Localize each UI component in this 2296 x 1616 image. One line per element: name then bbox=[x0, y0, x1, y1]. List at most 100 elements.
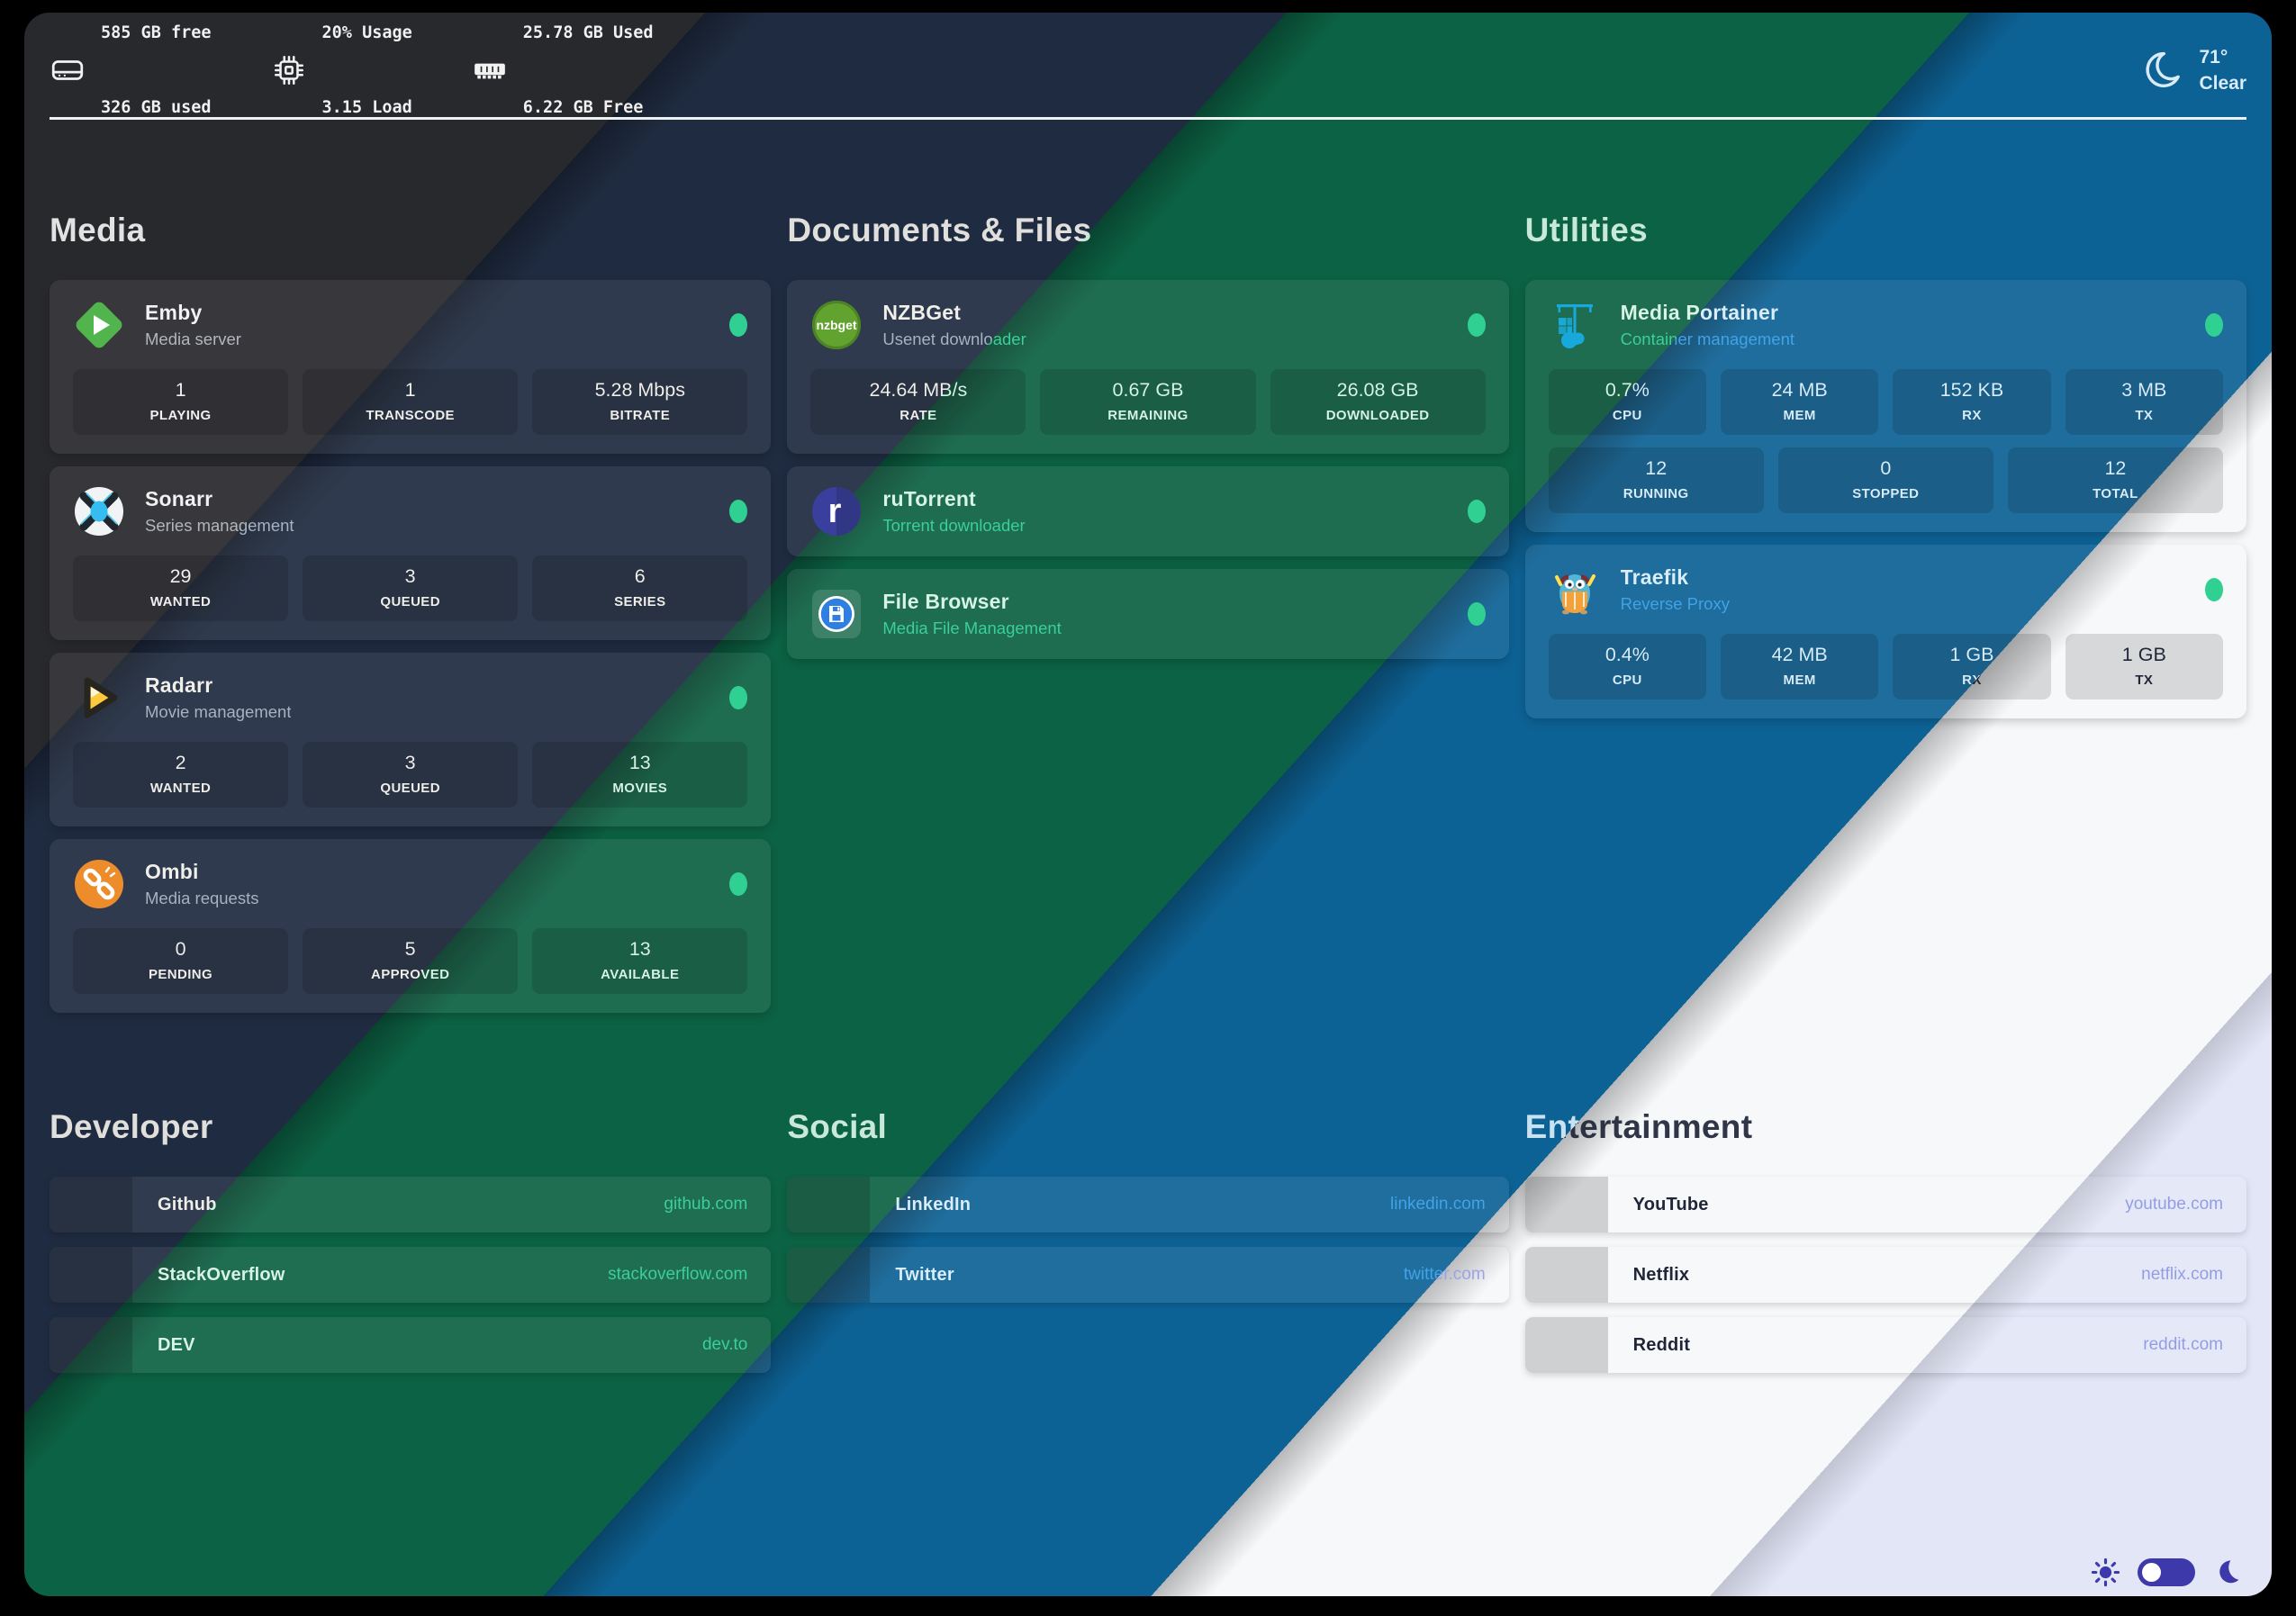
app-card-portainer[interactable]: Media Portainer Container management 0.7… bbox=[1524, 280, 2246, 532]
theme-toggle-switch[interactable] bbox=[2138, 1558, 2195, 1586]
stat-box: 29 WANTED bbox=[73, 555, 289, 621]
stat-value: 3 bbox=[303, 752, 518, 774]
app-subtitle: Torrent downloader bbox=[882, 516, 1026, 535]
stat-value: 42 MB bbox=[1721, 644, 1878, 666]
bookmark-tag: DT bbox=[50, 1317, 132, 1373]
stat-label: APPROVED bbox=[303, 967, 518, 982]
section-title-media: Media bbox=[50, 212, 771, 249]
bookmark-tag: RE bbox=[1524, 1317, 1608, 1373]
stat-label: CPU bbox=[1549, 408, 1706, 423]
bookmark-url: github.com bbox=[664, 1177, 771, 1232]
bookmark-name: DEV bbox=[132, 1317, 195, 1373]
stat-value: 13 bbox=[532, 752, 747, 774]
stat-value: 1 bbox=[73, 379, 288, 402]
bookmark-linkedin[interactable]: LI LinkedIn linkedin.com bbox=[787, 1177, 1509, 1232]
bookmark-github[interactable]: GH Github github.com bbox=[50, 1177, 772, 1232]
disk-free: 585 GB free bbox=[101, 23, 212, 42]
sonarr-icon bbox=[73, 485, 125, 537]
moon-icon bbox=[2138, 47, 2184, 94]
bookmark-dev[interactable]: DT DEV dev.to bbox=[50, 1317, 772, 1373]
bookmark-tag: LI bbox=[787, 1177, 871, 1232]
dashboard: 585 GB free 326 GB used 20% Usag bbox=[24, 13, 2272, 1596]
app-card-traefik[interactable]: Traefik Reverse Proxy 0.4% CPU 42 MB MEM bbox=[1524, 545, 2246, 718]
stat-value: 12 bbox=[1549, 457, 1764, 480]
radarr-icon bbox=[73, 672, 125, 724]
app-name: Media Portainer bbox=[1621, 301, 1794, 325]
stat-label: DOWNLOADED bbox=[1270, 408, 1486, 423]
stat-box: 0.7% CPU bbox=[1548, 369, 1706, 435]
stat-value: 13 bbox=[532, 938, 747, 961]
stat-value: 24 MB bbox=[1721, 379, 1878, 402]
section-title-utilities: Utilities bbox=[1525, 212, 2246, 249]
app-name: NZBGet bbox=[882, 301, 1026, 325]
section-developer: Developer GH Github github.com SO StackO… bbox=[50, 1108, 772, 1387]
stat-label: RUNNING bbox=[1549, 486, 1764, 501]
bookmark-netflix[interactable]: NF Netflix netflix.com bbox=[1524, 1247, 2246, 1303]
stat-box: 1 TRANSCODE bbox=[303, 369, 519, 435]
stat-box: 5.28 Mbps BITRATE bbox=[532, 369, 748, 435]
app-subtitle: Movie management bbox=[145, 702, 292, 721]
weather-widget[interactable]: 71° Clear bbox=[2138, 44, 2246, 97]
bookmark-reddit[interactable]: RE Reddit reddit.com bbox=[1524, 1317, 2246, 1373]
status-dot bbox=[2204, 313, 2223, 337]
section-social: Social LI LinkedIn linkedin.com TW Twitt… bbox=[787, 1108, 1509, 1387]
bookmark-tag: GH bbox=[50, 1177, 132, 1232]
app-card-nzbget[interactable]: nzbget NZBGet Usenet downloader 24.64 MB… bbox=[787, 280, 1509, 454]
cpu-usage: 20% Usage bbox=[321, 23, 412, 42]
bookmark-stackoverflow[interactable]: SO StackOverflow stackoverflow.com bbox=[50, 1247, 772, 1303]
app-card-rutorrent[interactable]: r ruTorrent Torrent downloader bbox=[787, 466, 1509, 556]
nzbget-icon: nzbget bbox=[810, 299, 863, 351]
ram-stick-icon bbox=[472, 52, 508, 88]
portainer-icon bbox=[1549, 299, 1601, 351]
stat-value: 12 bbox=[2008, 457, 2223, 480]
sun-icon[interactable] bbox=[2091, 1557, 2120, 1587]
stat-box: 13 MOVIES bbox=[532, 742, 748, 808]
stat-label: RX bbox=[1893, 408, 2050, 423]
weather-temp: 71° bbox=[2199, 46, 2228, 68]
stat-label: TRANSCODE bbox=[303, 408, 518, 423]
app-subtitle: Reverse Proxy bbox=[1620, 594, 1730, 613]
bookmark-url: reddit.com bbox=[2143, 1317, 2246, 1373]
stat-value: 1 GB bbox=[1893, 644, 2050, 666]
stat-value: 5.28 Mbps bbox=[532, 379, 747, 402]
section-utilities: Utilities Media Portainer Container mana… bbox=[1524, 212, 2246, 1025]
stat-label: AVAILABLE bbox=[532, 967, 747, 982]
status-dot bbox=[1467, 500, 1486, 523]
bookmark-name: LinkedIn bbox=[870, 1177, 971, 1232]
status-dot bbox=[2204, 578, 2223, 601]
app-subtitle: Container management bbox=[1620, 330, 1794, 348]
ombi-icon bbox=[73, 858, 125, 910]
svg-text:nzbget: nzbget bbox=[817, 318, 857, 332]
app-subtitle: Series management bbox=[145, 516, 294, 535]
stat-box: 24.64 MB/s RATE bbox=[810, 369, 1026, 435]
stat-label: MOVIES bbox=[532, 781, 747, 796]
bookmark-tag: YT bbox=[1524, 1177, 1608, 1232]
section-title-documents: Documents & Files bbox=[787, 212, 1508, 249]
app-name: Sonarr bbox=[145, 487, 294, 511]
app-card-sonarr[interactable]: Sonarr Series management 29 WANTED 3 QUE… bbox=[50, 466, 772, 640]
bookmark-youtube[interactable]: YT YouTube youtube.com bbox=[1524, 1177, 2246, 1232]
ram-stat: 25.78 GB Used 6.22 GB Free bbox=[472, 13, 654, 170]
stat-label: TOTAL bbox=[2008, 486, 2223, 501]
stat-label: STOPPED bbox=[1778, 486, 1993, 501]
stat-label: WANTED bbox=[73, 594, 288, 609]
cpu-load: 3.15 Load bbox=[321, 97, 412, 117]
stat-box: 3 MB TX bbox=[2065, 369, 2223, 435]
app-card-filebrowser[interactable]: File Browser Media File Management bbox=[787, 569, 1509, 659]
bookmark-url: stackoverflow.com bbox=[608, 1247, 771, 1303]
stat-value: 0.4% bbox=[1549, 644, 1706, 666]
bookmark-twitter[interactable]: TW Twitter twitter.com bbox=[787, 1247, 1509, 1303]
app-subtitle: Media requests bbox=[145, 889, 259, 907]
app-card-radarr[interactable]: Radarr Movie management 2 WANTED 3 QUEUE… bbox=[50, 653, 772, 826]
stat-box: 42 MB MEM bbox=[1720, 634, 1879, 700]
moon-icon[interactable] bbox=[2212, 1557, 2242, 1587]
app-card-ombi[interactable]: Ombi Media requests 0 PENDING 5 APPROVED bbox=[50, 839, 772, 1013]
app-card-emby[interactable]: Emby Media server 1 PLAYING 1 TRANSCODE bbox=[50, 280, 772, 454]
stat-label: RX bbox=[1893, 673, 2050, 688]
stat-label: REMAINING bbox=[1040, 408, 1255, 423]
bookmark-url: linkedin.com bbox=[1390, 1177, 1509, 1232]
bookmark-url: youtube.com bbox=[2125, 1177, 2246, 1232]
app-subtitle: Usenet downloader bbox=[882, 330, 1026, 348]
stat-label: MEM bbox=[1721, 673, 1878, 688]
stat-value: 5 bbox=[303, 938, 518, 961]
